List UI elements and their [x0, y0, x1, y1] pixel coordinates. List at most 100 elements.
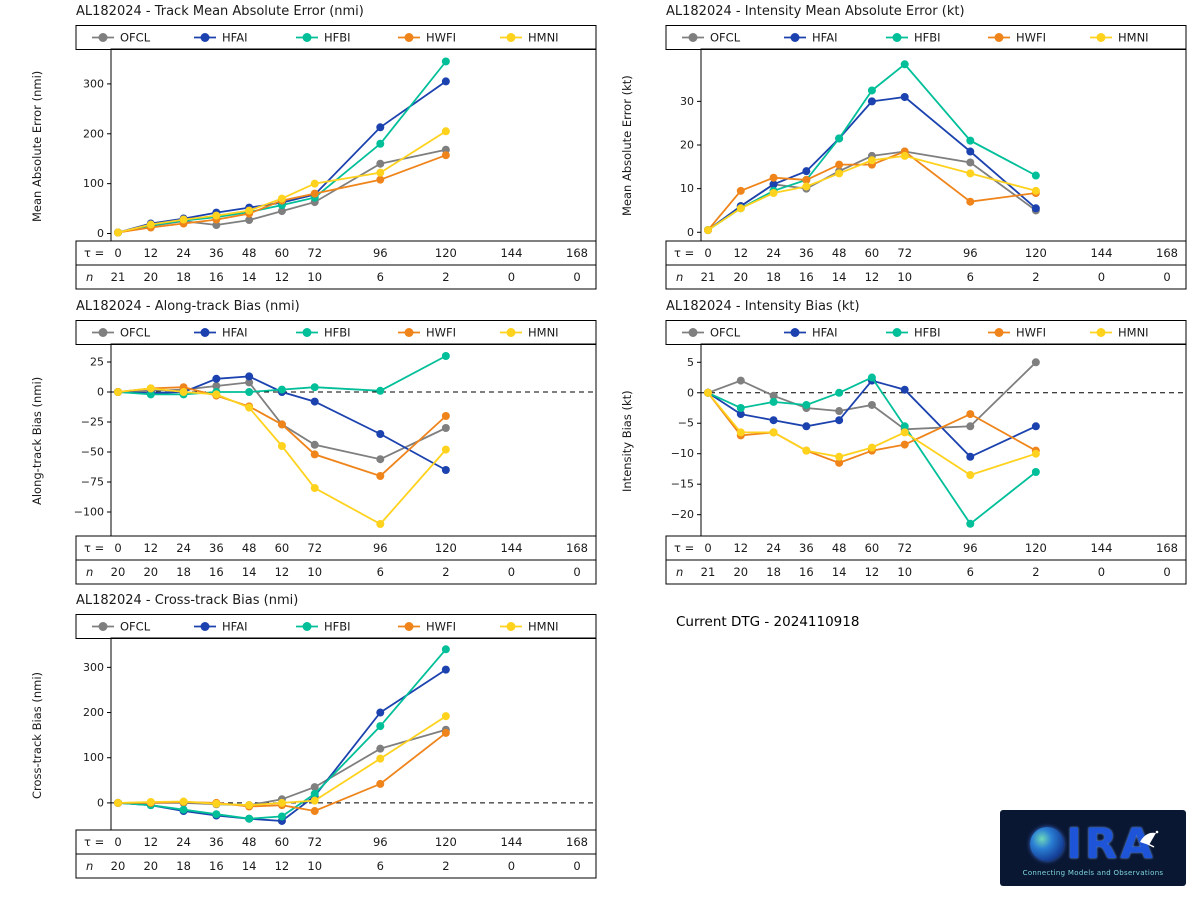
data-point-OFCL [736, 376, 745, 385]
chart-intensity-bias: AL182024 - Intensity Bias (kt) Intensity… [620, 299, 1190, 589]
data-point-HMNI [114, 228, 122, 237]
data-point-HMNI [835, 169, 844, 178]
tau-value: 168 [1156, 541, 1178, 555]
tau-prefix: τ = [674, 541, 694, 555]
cira-globe-icon [1030, 826, 1065, 861]
n-value: 0 [573, 565, 580, 579]
y-axis-label: Mean Absolute Error (nmi) [30, 70, 44, 222]
data-point-HFAI [966, 452, 975, 461]
y-tick-label: −75 [81, 476, 104, 489]
data-point-OFCL [376, 744, 385, 753]
tau-value: 36 [209, 835, 224, 849]
data-point-HFAI [441, 466, 450, 474]
n-value: 2 [442, 859, 449, 873]
data-point-HFBI [1031, 468, 1040, 476]
n-row-box [75, 853, 597, 879]
n-value: 18 [176, 565, 191, 579]
data-point-HFBI [867, 86, 876, 95]
data-point-HMNI [1031, 186, 1040, 195]
y-tick-label: 200 [83, 127, 104, 140]
satellite-dish-icon [1139, 830, 1159, 848]
legend-marker-HWFI [404, 33, 414, 42]
y-axis-label: Cross-track Bias (nmi) [30, 671, 44, 799]
legend-marker-HFBI [302, 328, 312, 337]
tau-value: 24 [176, 246, 191, 260]
data-point-HFBI [376, 722, 385, 731]
data-point-HMNI [441, 445, 450, 454]
legend-label-HFAI: HFAI [812, 326, 837, 340]
y-tick-label: −25 [81, 416, 104, 429]
data-point-HMNI [310, 796, 319, 805]
y-tick-label: 0 [687, 226, 694, 239]
n-value: 20 [111, 565, 126, 579]
data-point-HFAI [835, 416, 844, 425]
data-point-HFAI [802, 167, 811, 176]
data-point-HFAI [736, 410, 745, 419]
n-value: 12 [275, 565, 290, 579]
data-point-HMNI [212, 390, 221, 399]
tau-value: 24 [766, 246, 781, 260]
legend-label-HFBI: HFBI [324, 326, 351, 340]
data-point-HMNI [376, 520, 385, 528]
legend-label-HFBI: HFBI [914, 326, 941, 340]
data-point-HFAI [376, 708, 385, 717]
chart-track-mae: AL182024 - Track Mean Absolute Error (nm… [30, 4, 600, 294]
legend-marker-HWFI [404, 622, 414, 631]
y-axis-label: Mean Absolute Error (kt) [620, 75, 634, 217]
data-point-HFBI [146, 390, 155, 399]
data-point-HMNI [179, 797, 188, 806]
data-point-HMNI [245, 801, 254, 810]
tau-value: 12 [143, 246, 158, 260]
data-point-OFCL [769, 391, 778, 400]
data-point-HFAI [966, 147, 975, 156]
n-row-box [665, 559, 1187, 585]
data-point-OFCL [310, 440, 319, 449]
data-point-HMNI [736, 204, 745, 213]
data-point-HFBI [441, 352, 450, 360]
legend-marker-HFBI [302, 33, 312, 42]
data-point-HMNI [277, 194, 286, 203]
data-point-HFBI [867, 373, 876, 382]
tau-value: 48 [832, 541, 847, 555]
data-point-OFCL [245, 378, 254, 387]
y-axis-label: Intensity Bias (kt) [620, 390, 634, 492]
data-point-HWFI [802, 175, 811, 184]
data-point-HMNI [310, 484, 319, 492]
cira-logo: IRA Connecting Models and Observations [1000, 810, 1186, 886]
n-value: 6 [967, 270, 974, 284]
tau-value: 60 [275, 541, 290, 555]
tau-value: 0 [704, 541, 711, 555]
tau-value: 72 [307, 835, 322, 849]
tau-value: 144 [1090, 246, 1112, 260]
legend-label-OFCL: OFCL [120, 326, 151, 340]
series-line-HMNI [117, 387, 447, 526]
data-point-OFCL [1031, 358, 1040, 367]
y-tick-label: −20 [671, 508, 694, 521]
y-tick-label: −10 [671, 447, 694, 460]
legend-label-HMNI: HMNI [528, 326, 559, 340]
tau-value: 0 [114, 541, 121, 555]
legend-marker-HFAI [200, 622, 210, 631]
n-value: 16 [209, 859, 224, 873]
data-point-HMNI [277, 798, 286, 807]
n-value: 14 [242, 565, 257, 579]
data-point-HMNI [802, 182, 811, 191]
legend-label-OFCL: OFCL [120, 31, 151, 45]
n-value: 20 [143, 859, 158, 873]
data-point-OFCL [441, 424, 450, 432]
y-tick-label: 25 [90, 356, 104, 369]
n-value: 12 [865, 270, 880, 284]
n-value: 10 [897, 565, 912, 579]
data-point-HFBI [277, 385, 286, 394]
n-value: 0 [508, 565, 515, 579]
n-value: 12 [275, 859, 290, 873]
y-tick-label: −50 [81, 446, 104, 459]
legend-label-HFBI: HFBI [914, 31, 941, 45]
n-value: 10 [307, 565, 322, 579]
tau-value: 60 [865, 246, 880, 260]
n-value: 20 [143, 565, 158, 579]
data-point-HWFI [769, 173, 778, 182]
data-point-HWFI [310, 450, 319, 459]
legend-label-HWFI: HWFI [426, 31, 456, 45]
